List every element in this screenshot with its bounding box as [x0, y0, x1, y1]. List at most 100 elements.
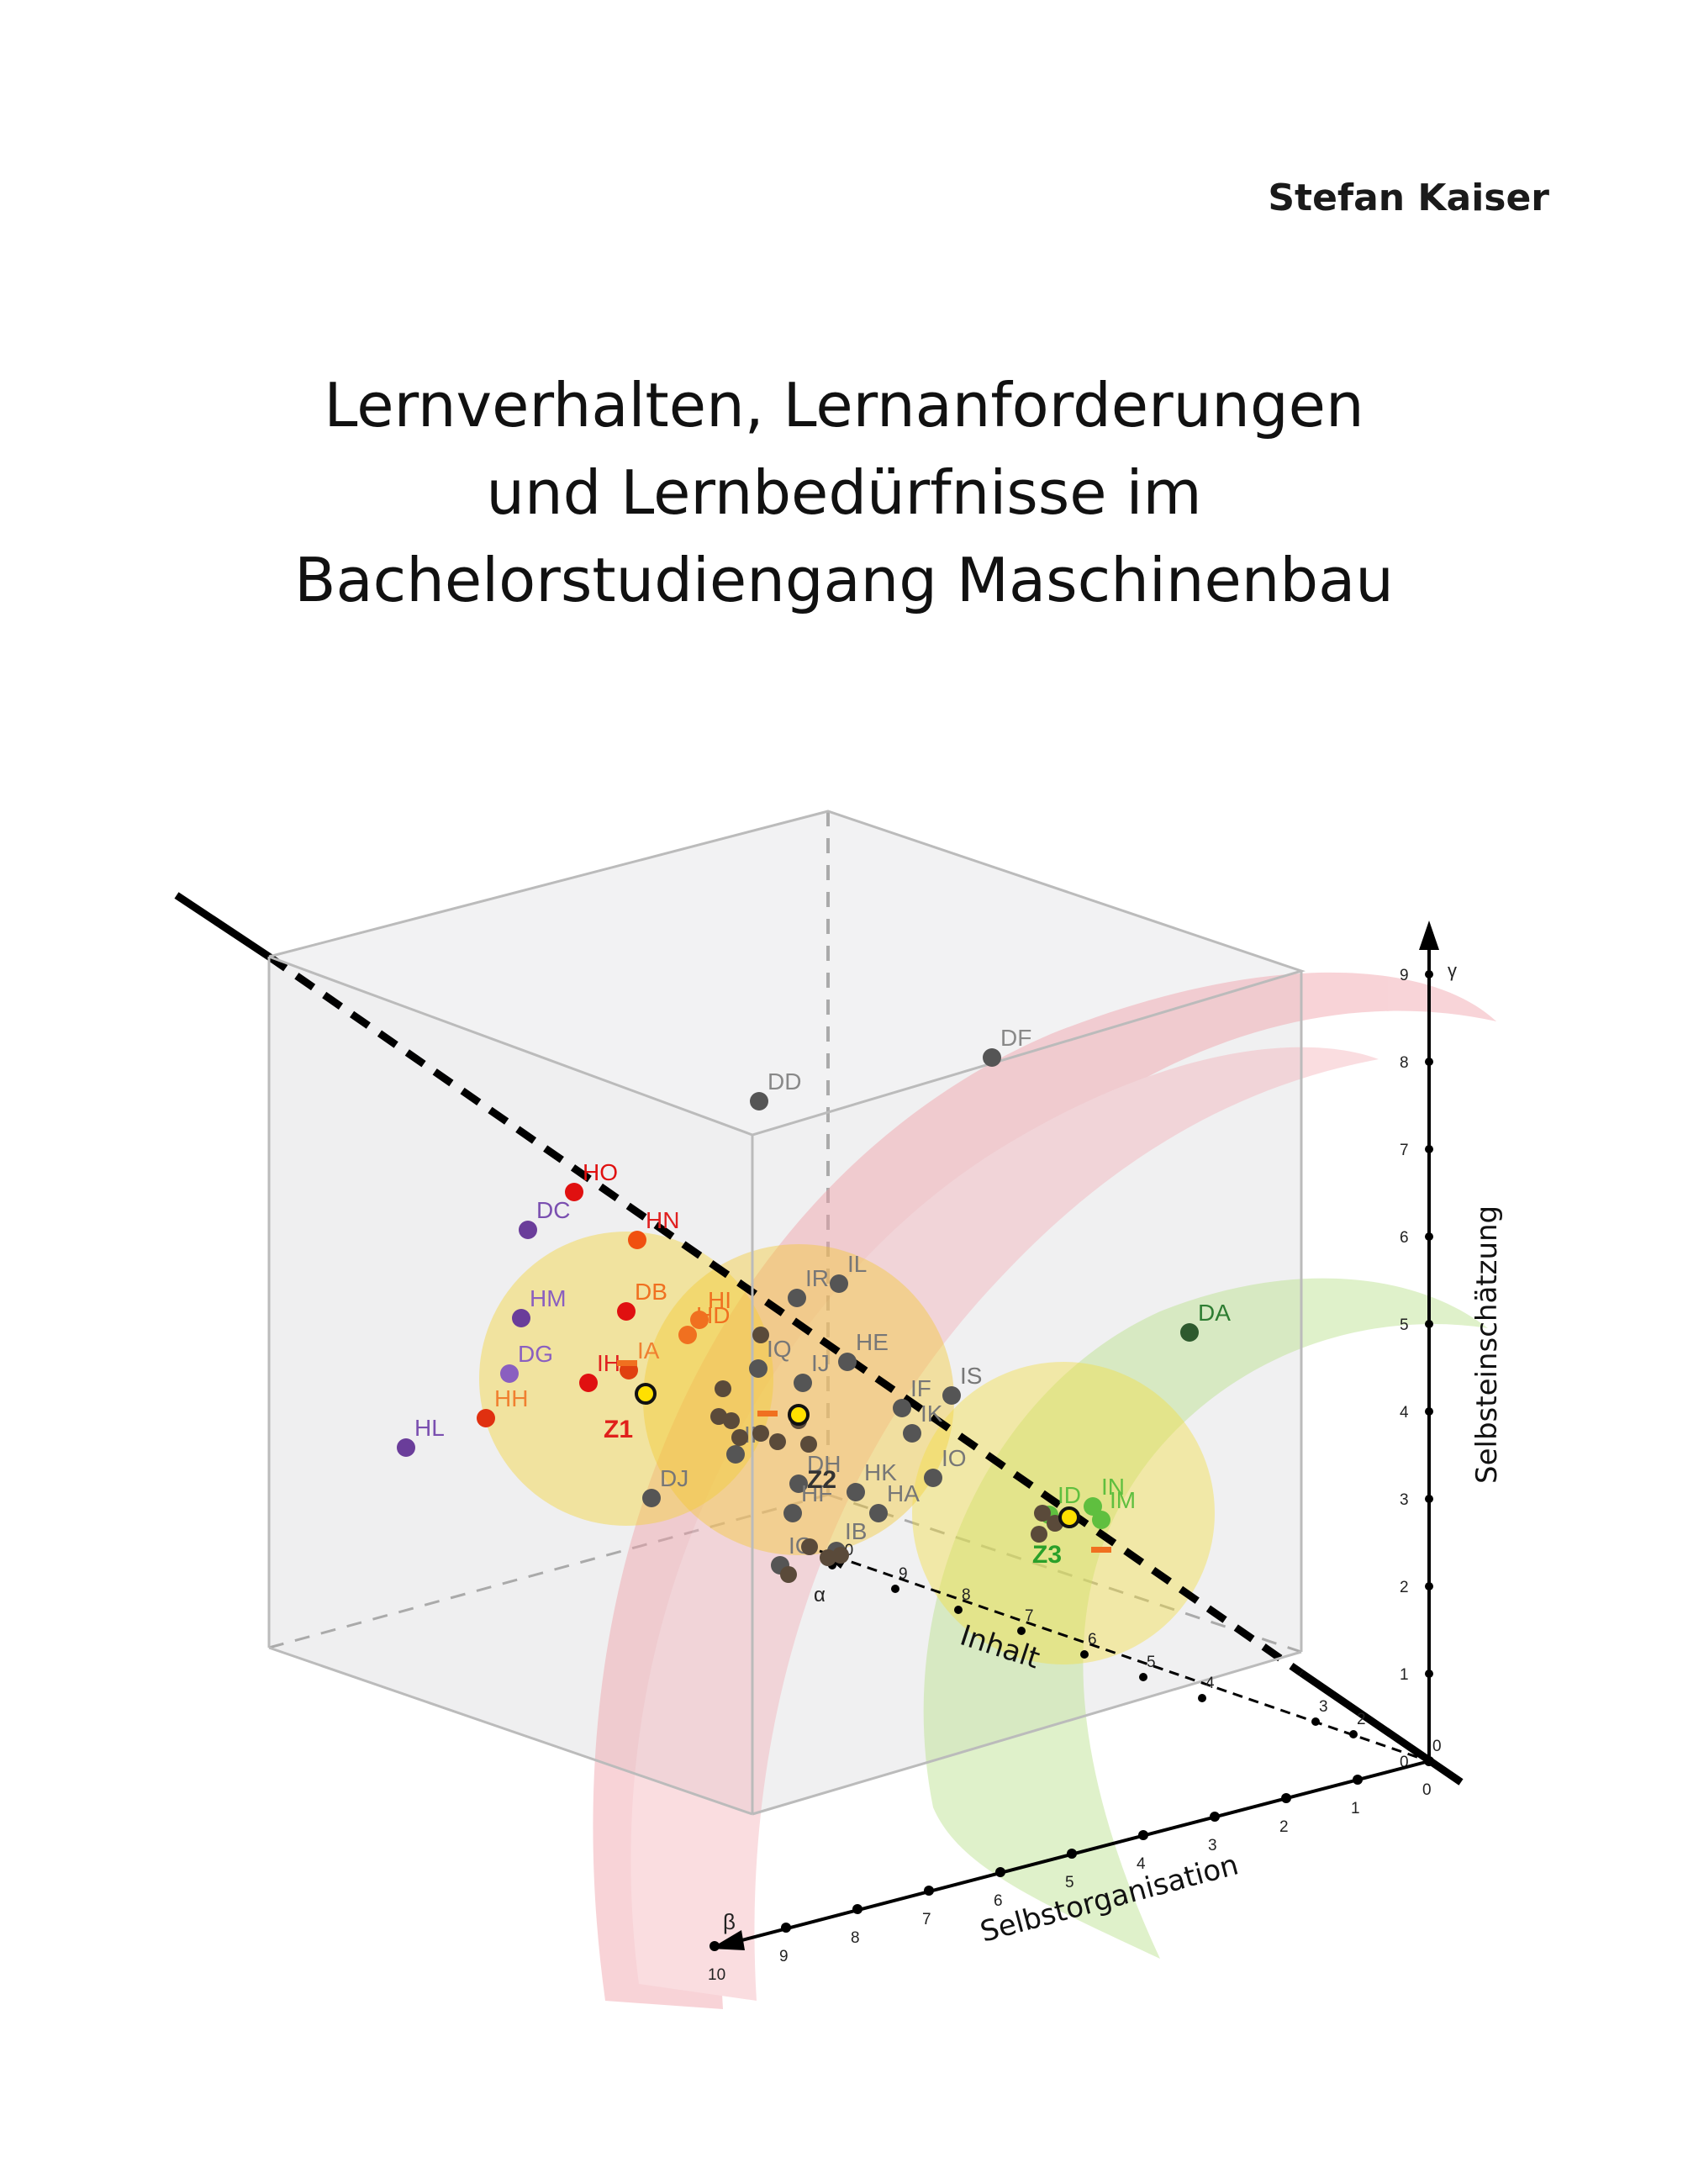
alpha-tick-mark	[1349, 1730, 1358, 1738]
diagonal-solid-top	[174, 892, 272, 960]
point-label-if: IF	[910, 1375, 931, 1401]
beta-tick-label: 5	[1065, 1874, 1074, 1891]
point-label-ha: HA	[887, 1480, 920, 1506]
cluster-label-z2: Z2	[807, 1466, 836, 1494]
cluster-centers: Z1 Z2 Z3	[604, 1360, 1111, 1569]
beta-tick-mark	[1210, 1812, 1220, 1822]
gamma-tick-mark	[1425, 1582, 1433, 1591]
point-label-dh: DH	[807, 1451, 841, 1477]
point-unlabeled	[715, 1380, 731, 1397]
alpha-tick-label: 8	[962, 1586, 971, 1604]
alpha-tick-mark	[891, 1585, 899, 1593]
point-label-id: ID	[1058, 1482, 1081, 1508]
gamma-tick-mark	[1425, 1670, 1433, 1678]
alpha-tick-mark	[954, 1606, 963, 1614]
alpha-tick-label: 3	[1319, 1698, 1328, 1716]
point-label-df: DF	[1000, 1025, 1031, 1051]
point-label-ij: IJ	[811, 1350, 830, 1376]
point-ii	[726, 1445, 745, 1464]
alpha-tick-mark	[1139, 1673, 1147, 1681]
point-label-iq: IQ	[767, 1336, 792, 1362]
point-label-ho: HO	[583, 1159, 618, 1185]
point-label-hf: HF	[801, 1480, 832, 1506]
cube-back	[268, 811, 1302, 1814]
gamma-tick-mark	[1425, 1407, 1433, 1416]
beta-tick-mark	[1281, 1793, 1291, 1803]
point-dc	[519, 1221, 537, 1239]
title-line-3: Bachelorstudiengang Maschinenbau	[294, 545, 1394, 615]
beta-tick-mark	[1353, 1775, 1363, 1785]
point-da	[1180, 1323, 1199, 1342]
point-unlabeled	[1034, 1505, 1051, 1522]
cluster-marker	[1091, 1547, 1111, 1553]
gamma-tick-mark	[1425, 970, 1433, 979]
point-unlabeled	[800, 1436, 817, 1453]
title-line-2: und Lernbedürfnisse im	[486, 457, 1202, 528]
beta-tick-mark	[709, 1941, 720, 1951]
point-he	[838, 1353, 857, 1371]
cube-edges	[267, 810, 1306, 1816]
alpha-tick-label: 0	[1432, 1738, 1442, 1755]
point-db	[617, 1302, 636, 1321]
point-hf	[783, 1504, 802, 1522]
point-unlabeled	[801, 1538, 818, 1555]
cluster-marker	[757, 1411, 778, 1416]
point-dj	[642, 1489, 661, 1507]
beta-tick-label: 4	[1137, 1855, 1146, 1873]
point-dd	[750, 1092, 768, 1110]
gamma-tick-mark	[1425, 1058, 1433, 1066]
point-dh	[789, 1474, 808, 1493]
point-label-ir: IR	[805, 1265, 829, 1291]
alpha-tick-label: 7	[1025, 1607, 1034, 1625]
title-line-1: Lernverhalten, Lernanforderungen	[324, 370, 1364, 440]
point-label-ik: IK	[920, 1401, 943, 1427]
gamma-tick-label: 0	[1400, 1754, 1409, 1771]
beta-tick-label: 1	[1351, 1800, 1360, 1817]
cluster-center-z1	[635, 1383, 657, 1405]
gamma-tick-label: 2	[1400, 1579, 1409, 1596]
alpha-tick-mark	[1198, 1694, 1206, 1702]
point-df	[983, 1048, 1001, 1067]
diagonal-dashed	[266, 953, 1304, 1676]
beta-symbol: β	[723, 1909, 736, 1934]
gamma-axis-label: Selbsteinschätzung	[1470, 1205, 1504, 1484]
point-unlabeled	[752, 1327, 769, 1343]
point-label-dd: DD	[768, 1068, 801, 1095]
red-ribbon	[593, 972, 1496, 2009]
alpha-tick-label: 6	[1088, 1631, 1097, 1649]
point-ir	[788, 1289, 806, 1307]
point-label-hd: HD	[696, 1302, 730, 1328]
gamma-tick-mark	[1425, 1232, 1433, 1241]
beta-tick-label: 8	[851, 1929, 860, 1947]
point-io	[924, 1469, 942, 1487]
beta-tick-label: 0	[1422, 1781, 1432, 1799]
beta-tick-mark	[924, 1886, 934, 1896]
gamma-tick-mark	[1425, 1495, 1433, 1503]
alpha-tick-label: 4	[1205, 1675, 1215, 1692]
point-dg	[500, 1364, 519, 1383]
beta-tick-label: 10	[708, 1966, 725, 1984]
alpha-tick-mark	[1080, 1650, 1089, 1659]
point-hi	[690, 1311, 709, 1329]
point-unlabeled	[820, 1549, 836, 1566]
point-unlabeled	[769, 1433, 786, 1450]
point-label-hk: HK	[864, 1459, 897, 1485]
point-label-is: IS	[960, 1363, 982, 1389]
point-iq	[749, 1359, 768, 1378]
alpha-tick-mark	[1311, 1717, 1320, 1726]
point-label-im: IM	[1110, 1487, 1136, 1513]
cluster-center-z3	[1058, 1506, 1080, 1528]
alpha-tick-label: 2	[1357, 1711, 1366, 1728]
point-unlabeled	[780, 1566, 797, 1583]
gamma-tick-label: 8	[1400, 1054, 1409, 1072]
author-name: Stefan Kaiser	[1268, 177, 1549, 219]
point-label-ib: IB	[845, 1518, 867, 1544]
gamma-tick-label: 3	[1400, 1491, 1409, 1509]
point-label-dj: DJ	[660, 1465, 688, 1491]
point-unlabeled	[832, 1547, 849, 1564]
point-hk	[847, 1483, 865, 1501]
point-il	[830, 1274, 848, 1293]
gamma-tick-label: 1	[1400, 1666, 1409, 1684]
point-ik	[903, 1424, 921, 1443]
